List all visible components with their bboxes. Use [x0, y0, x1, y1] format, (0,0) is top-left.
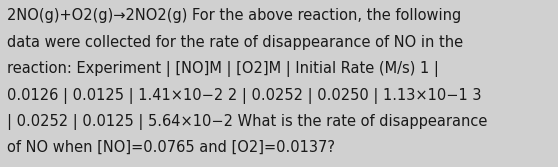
- Text: of NO when [NO]=0.0765 and [O2]=0.0137?: of NO when [NO]=0.0765 and [O2]=0.0137?: [7, 140, 335, 155]
- Text: 2NO(g)+O2(g)→2NO2(g) For the above reaction, the following: 2NO(g)+O2(g)→2NO2(g) For the above react…: [7, 8, 461, 23]
- Text: 0.0126 | 0.0125 | 1.41×10−2 2 | 0.0252 | 0.0250 | 1.13×10−1 3: 0.0126 | 0.0125 | 1.41×10−2 2 | 0.0252 |…: [7, 88, 481, 104]
- Text: | 0.0252 | 0.0125 | 5.64×10−2 What is the rate of disappearance: | 0.0252 | 0.0125 | 5.64×10−2 What is th…: [7, 114, 487, 130]
- Text: data were collected for the rate of disappearance of NO in the: data were collected for the rate of disa…: [7, 35, 463, 50]
- Text: reaction: Experiment | [NO]M | [O2]M | Initial Rate (M/s) 1 |: reaction: Experiment | [NO]M | [O2]M | I…: [7, 61, 439, 77]
